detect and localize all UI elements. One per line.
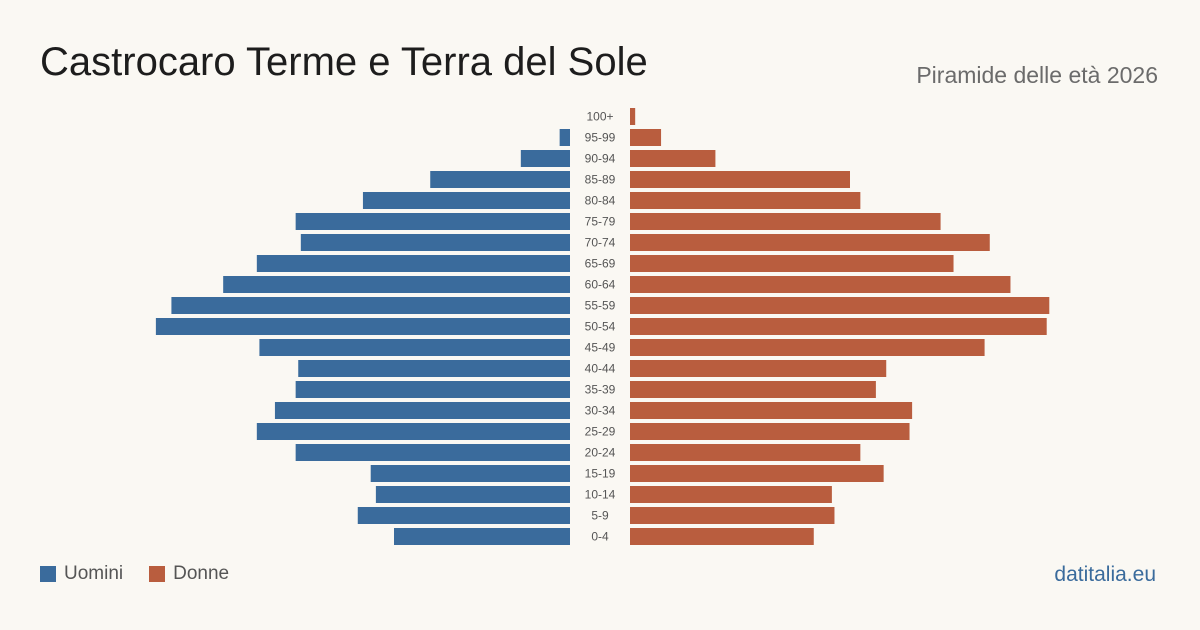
bar-women-25-29 [630, 423, 910, 440]
age-label-60-64: 60-64 [585, 278, 616, 292]
bar-men-85-89 [430, 171, 570, 188]
bar-women-50-54 [630, 318, 1047, 335]
age-label-40-44: 40-44 [585, 362, 616, 376]
legend-item-men: Uomini [40, 563, 123, 585]
bar-women-70-74 [630, 234, 990, 251]
age-label-5-9: 5-9 [591, 509, 609, 523]
age-label-50-54: 50-54 [585, 320, 616, 334]
age-label-10-14: 10-14 [585, 488, 616, 502]
chart-legend: Uomini Donne [40, 563, 255, 585]
bar-men-0-4 [394, 528, 570, 545]
bar-men-5-9 [357, 507, 570, 524]
age-label-75-79: 75-79 [585, 215, 616, 229]
bar-men-45-49 [259, 339, 570, 356]
bar-women-30-34 [630, 402, 913, 419]
bar-men-35-39 [295, 381, 570, 398]
age-label-95-99: 95-99 [585, 131, 616, 145]
age-label-80-84: 80-84 [585, 194, 616, 208]
age-label-65-69: 65-69 [585, 257, 616, 271]
legend-label-women: Donne [173, 563, 230, 584]
legend-label-men: Uomini [64, 563, 124, 584]
age-label-90-94: 90-94 [585, 152, 616, 166]
bar-women-95-99 [630, 129, 662, 146]
legend-swatch-women [149, 566, 166, 582]
bar-men-30-34 [274, 402, 570, 419]
bar-women-5-9 [630, 507, 835, 524]
bar-women-75-79 [630, 213, 941, 230]
bar-men-55-59 [171, 297, 571, 314]
bar-men-90-94 [520, 150, 570, 167]
age-label-20-24: 20-24 [585, 446, 616, 460]
bar-women-45-49 [630, 339, 985, 356]
age-label-45-49: 45-49 [585, 341, 616, 355]
bar-men-50-54 [155, 318, 570, 335]
bar-women-35-39 [630, 381, 876, 398]
source-link[interactable]: datitalia.eu [1054, 563, 1156, 586]
bar-women-15-19 [630, 465, 884, 482]
bar-women-0-4 [630, 528, 814, 545]
legend-item-women: Donne [149, 563, 229, 585]
age-label-55-59: 55-59 [585, 299, 616, 313]
bar-men-25-29 [256, 423, 570, 440]
bar-men-65-69 [256, 255, 570, 272]
bar-men-10-14 [375, 486, 570, 503]
bar-women-85-89 [630, 171, 850, 188]
age-label-0-4: 0-4 [591, 530, 609, 544]
bar-men-20-24 [295, 444, 570, 461]
bar-women-10-14 [630, 486, 832, 503]
age-label-70-74: 70-74 [585, 236, 616, 250]
age-label-85-89: 85-89 [585, 173, 616, 187]
bar-women-60-64 [630, 276, 1011, 293]
bar-men-40-44 [298, 360, 570, 377]
age-label-100plus: 100+ [586, 110, 613, 124]
age-label-35-39: 35-39 [585, 383, 616, 397]
chart-subtitle: Piramide delle età 2026 [916, 62, 1158, 88]
bar-men-80-84 [362, 192, 570, 209]
bar-men-60-64 [223, 276, 571, 293]
bar-women-65-69 [630, 255, 954, 272]
bar-women-90-94 [630, 150, 716, 167]
page-title: Castrocaro Terme e Terra del Sole [40, 40, 648, 84]
age-label-30-34: 30-34 [585, 404, 616, 418]
bar-men-95-99 [559, 129, 570, 146]
bar-men-75-79 [295, 213, 570, 230]
bar-men-15-19 [370, 465, 570, 482]
bar-women-100plus [630, 108, 636, 125]
bar-women-55-59 [630, 297, 1050, 314]
bar-women-40-44 [630, 360, 887, 377]
bar-women-80-84 [630, 192, 861, 209]
bar-women-20-24 [630, 444, 861, 461]
legend-swatch-men [40, 566, 56, 582]
age-label-15-19: 15-19 [585, 467, 616, 481]
bar-men-70-74 [300, 234, 570, 251]
age-label-25-29: 25-29 [585, 425, 616, 439]
